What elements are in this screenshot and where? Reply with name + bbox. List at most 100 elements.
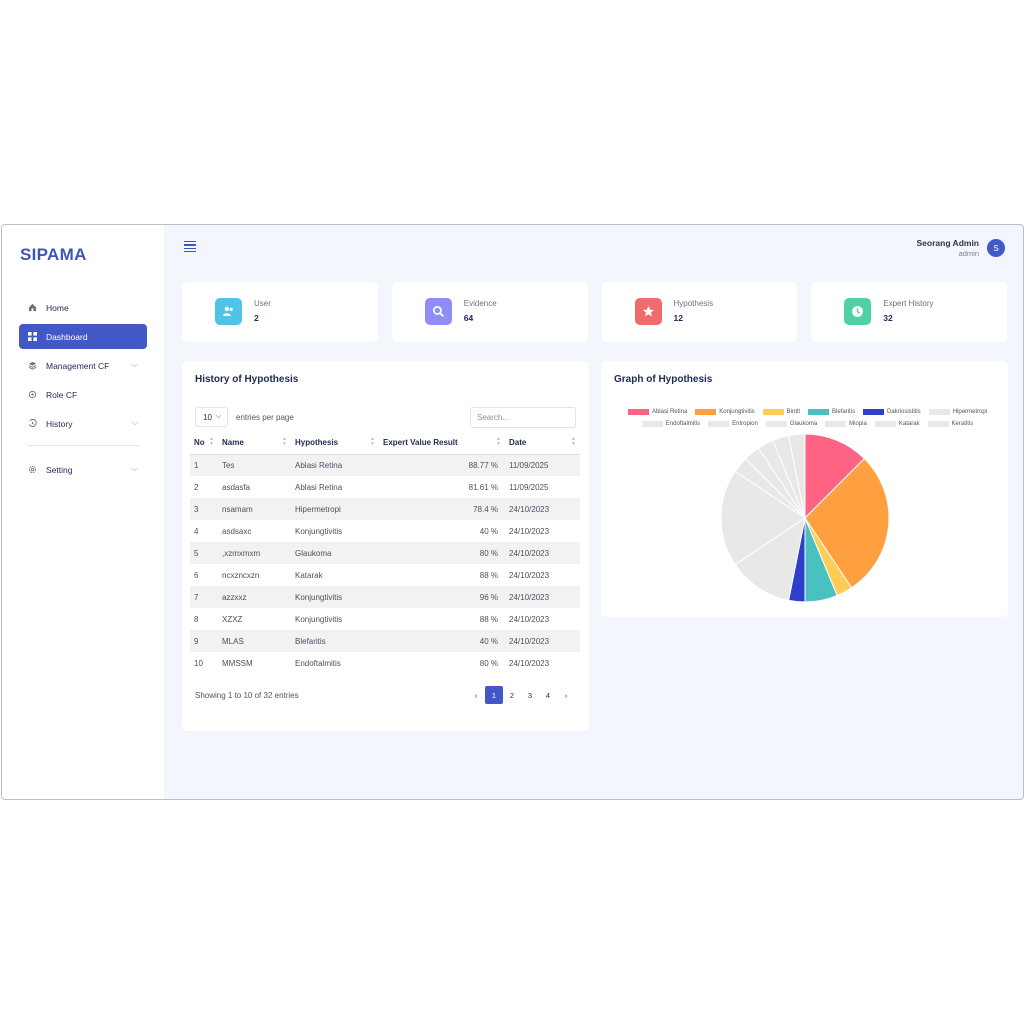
pie-slice-konjungtivitis[interactable] <box>804 457 890 589</box>
stat-card-expert-history: Expert History 32 <box>811 282 1007 342</box>
legend-swatch <box>808 408 829 415</box>
stat-card-evidence: Evidence 64 <box>391 282 588 342</box>
col-no-header[interactable]: No ▲ ▼ <box>190 432 218 455</box>
sidebar-nav: Home Dashboard Management CF ⌵ Role CF H… <box>19 295 147 486</box>
per-page-label: entries per page <box>236 412 294 422</box>
col-date-header[interactable]: Date ▲ ▼ <box>505 432 580 455</box>
page-button-3[interactable]: 3 <box>527 690 533 700</box>
legend-item[interactable]: Blefaritis <box>808 407 855 416</box>
col-no-cell: 9 <box>190 630 218 652</box>
col-hypothesis-cell: Ablasi Retina <box>291 454 379 476</box>
legend-item[interactable]: Miopia <box>825 419 867 428</box>
legend-item[interactable]: Ablasi Retina <box>627 407 687 416</box>
table-row: 5 ,xzmxmxm Glaukoma 80 % 24/10/2023 <box>190 542 580 564</box>
user-role: admin <box>958 249 979 258</box>
users-icon <box>215 298 242 325</box>
stat-label: Hypothesis <box>673 299 714 308</box>
col-expert-value-cell: 88 % <box>479 570 498 580</box>
col-expert-value-cell: 88 % <box>479 614 498 624</box>
stat-value: 12 <box>673 313 683 323</box>
entries-per-page: 10 ⌵ entries per page <box>195 407 294 427</box>
col-hypothesis-cell: Endoftalmitis <box>295 658 341 668</box>
col-date-cell: 24/10/2023 <box>509 614 550 624</box>
sidebar-item-label: History <box>46 418 73 429</box>
sidebar-item-history[interactable]: History ⌵ <box>19 411 147 436</box>
stat-label: Expert History <box>883 299 934 308</box>
brand-logo[interactable]: SIPAMA <box>20 245 87 264</box>
pie-slice-keratitis[interactable] <box>788 433 806 519</box>
sidebar-item-home[interactable]: Home <box>19 295 147 320</box>
sidebar-item-label: Role CF <box>46 389 78 400</box>
col-name-cell: MMSSM <box>222 658 253 668</box>
sidebar-item-dashboard[interactable]: Dashboard <box>19 324 147 349</box>
legend-item[interactable]: Bintit <box>762 407 800 416</box>
legend-item[interactable]: Katarak <box>874 419 920 428</box>
col-expert-value-cell: 40 % <box>479 526 498 536</box>
sidebar: SIPAMA Home Dashboard Management CF ⌵ Ro… <box>2 225 164 799</box>
col-expert-value-cell: 81.61 % <box>468 482 498 492</box>
col-name-header[interactable]: Name ▲ ▼ <box>218 432 291 455</box>
col-name-cell: asdsaxc <box>222 526 252 536</box>
legend-label: Blefaritis <box>832 408 856 415</box>
legend-swatch <box>927 420 949 427</box>
legend-item[interactable]: Konjungtivitis <box>695 407 755 416</box>
layers-icon <box>28 361 37 370</box>
legend-swatch <box>695 408 717 415</box>
stat-label: Evidence <box>463 299 497 308</box>
stats-row: User 2 Evidence 64 Hypothesis 12 Expert … <box>182 282 1007 342</box>
col-expert-value-cell: 80 % <box>479 658 498 668</box>
col-expert-value-cell: 78.4 % <box>379 498 505 520</box>
col-hypothesis-header[interactable]: Hypothesis ▲ ▼ <box>291 432 379 455</box>
sort-icon: ▲ ▼ <box>370 436 375 447</box>
col-no-cell: 7 <box>190 586 218 608</box>
avatar[interactable]: S <box>987 239 1005 257</box>
legend-swatch <box>825 420 847 427</box>
stat-card-user: User 2 <box>182 282 378 342</box>
col-no-cell: 8 <box>194 614 199 624</box>
page-button-1[interactable]: 1 <box>485 686 503 704</box>
legend-item[interactable]: Dakriosistitis <box>863 407 921 416</box>
legend-item[interactable]: Glaukoma <box>765 419 817 428</box>
col-date-cell: 24/10/2023 <box>505 630 580 652</box>
table-row: 10 MMSSM Endoftalmitis 80 % 24/10/2023 <box>190 652 580 674</box>
menu-toggle-icon[interactable] <box>184 241 196 253</box>
legend-item[interactable]: Keratitis <box>927 419 973 428</box>
col-name-cell: azzxxz <box>218 586 291 608</box>
search-input[interactable] <box>470 407 576 428</box>
col-hypothesis-cell: Konjungtivitis <box>295 526 343 536</box>
home-icon <box>28 303 37 312</box>
pie-chart <box>720 433 890 603</box>
legend-item[interactable]: Endoftalmitis <box>641 419 700 428</box>
page-next-button[interactable]: › <box>564 690 568 700</box>
legend-item[interactable]: Hipermetropi <box>928 407 987 416</box>
table-row: 3 nsamam Hipermetropi 78.4 % 24/10/2023 <box>190 498 580 520</box>
col-date-cell: 24/10/2023 <box>505 586 580 608</box>
col-hypothesis-cell: Konjungtivitis <box>291 586 379 608</box>
sidebar-item-role-cf[interactable]: Role CF <box>19 382 147 407</box>
table-row: 6 ncxzncxzn Katarak 88 % 24/10/2023 <box>190 564 580 586</box>
pie-slice-ablasi-retina[interactable] <box>804 433 866 520</box>
col-expert-value-header[interactable]: Expert Value Result ▲ ▼ <box>379 432 505 455</box>
legend-label: Katarak <box>898 420 920 427</box>
sort-icon: ▲ ▼ <box>209 436 214 447</box>
sort-icon: ▲ ▼ <box>571 436 576 447</box>
grid-icon <box>28 332 37 341</box>
page-button-4[interactable]: 4 <box>545 690 551 700</box>
user-profile[interactable]: Seorang Admin admin S <box>916 238 1005 258</box>
user-name: Seorang Admin <box>916 238 980 248</box>
page-prev-button[interactable]: ‹ <box>474 690 478 700</box>
legend-item[interactable]: Entropion <box>708 419 758 428</box>
per-page-select[interactable]: 10 ⌵ <box>195 407 228 427</box>
pie-slice-hipermetropi[interactable] <box>734 516 806 601</box>
table-info: Showing 1 to 10 of 32 entries <box>195 691 299 700</box>
legend-swatch <box>627 408 649 415</box>
sidebar-item-management-cf[interactable]: Management CF ⌵ <box>19 353 147 378</box>
chart-legend: Ablasi Retina Konjungtivitis Bintit Blefari… <box>615 407 1000 428</box>
table-row: 1 Tes Ablasi Retina 88.77 % 11/09/2025 <box>190 454 580 476</box>
legend-swatch <box>928 408 950 415</box>
col-name-cell: asdasfa <box>222 482 251 492</box>
legend-label: Konjungtivitis <box>719 408 755 415</box>
page-button-2[interactable]: 2 <box>509 690 515 700</box>
sidebar-item-setting[interactable]: Setting ⌵ <box>19 457 147 482</box>
pie-slice-endoftalmitis[interactable] <box>720 470 806 566</box>
